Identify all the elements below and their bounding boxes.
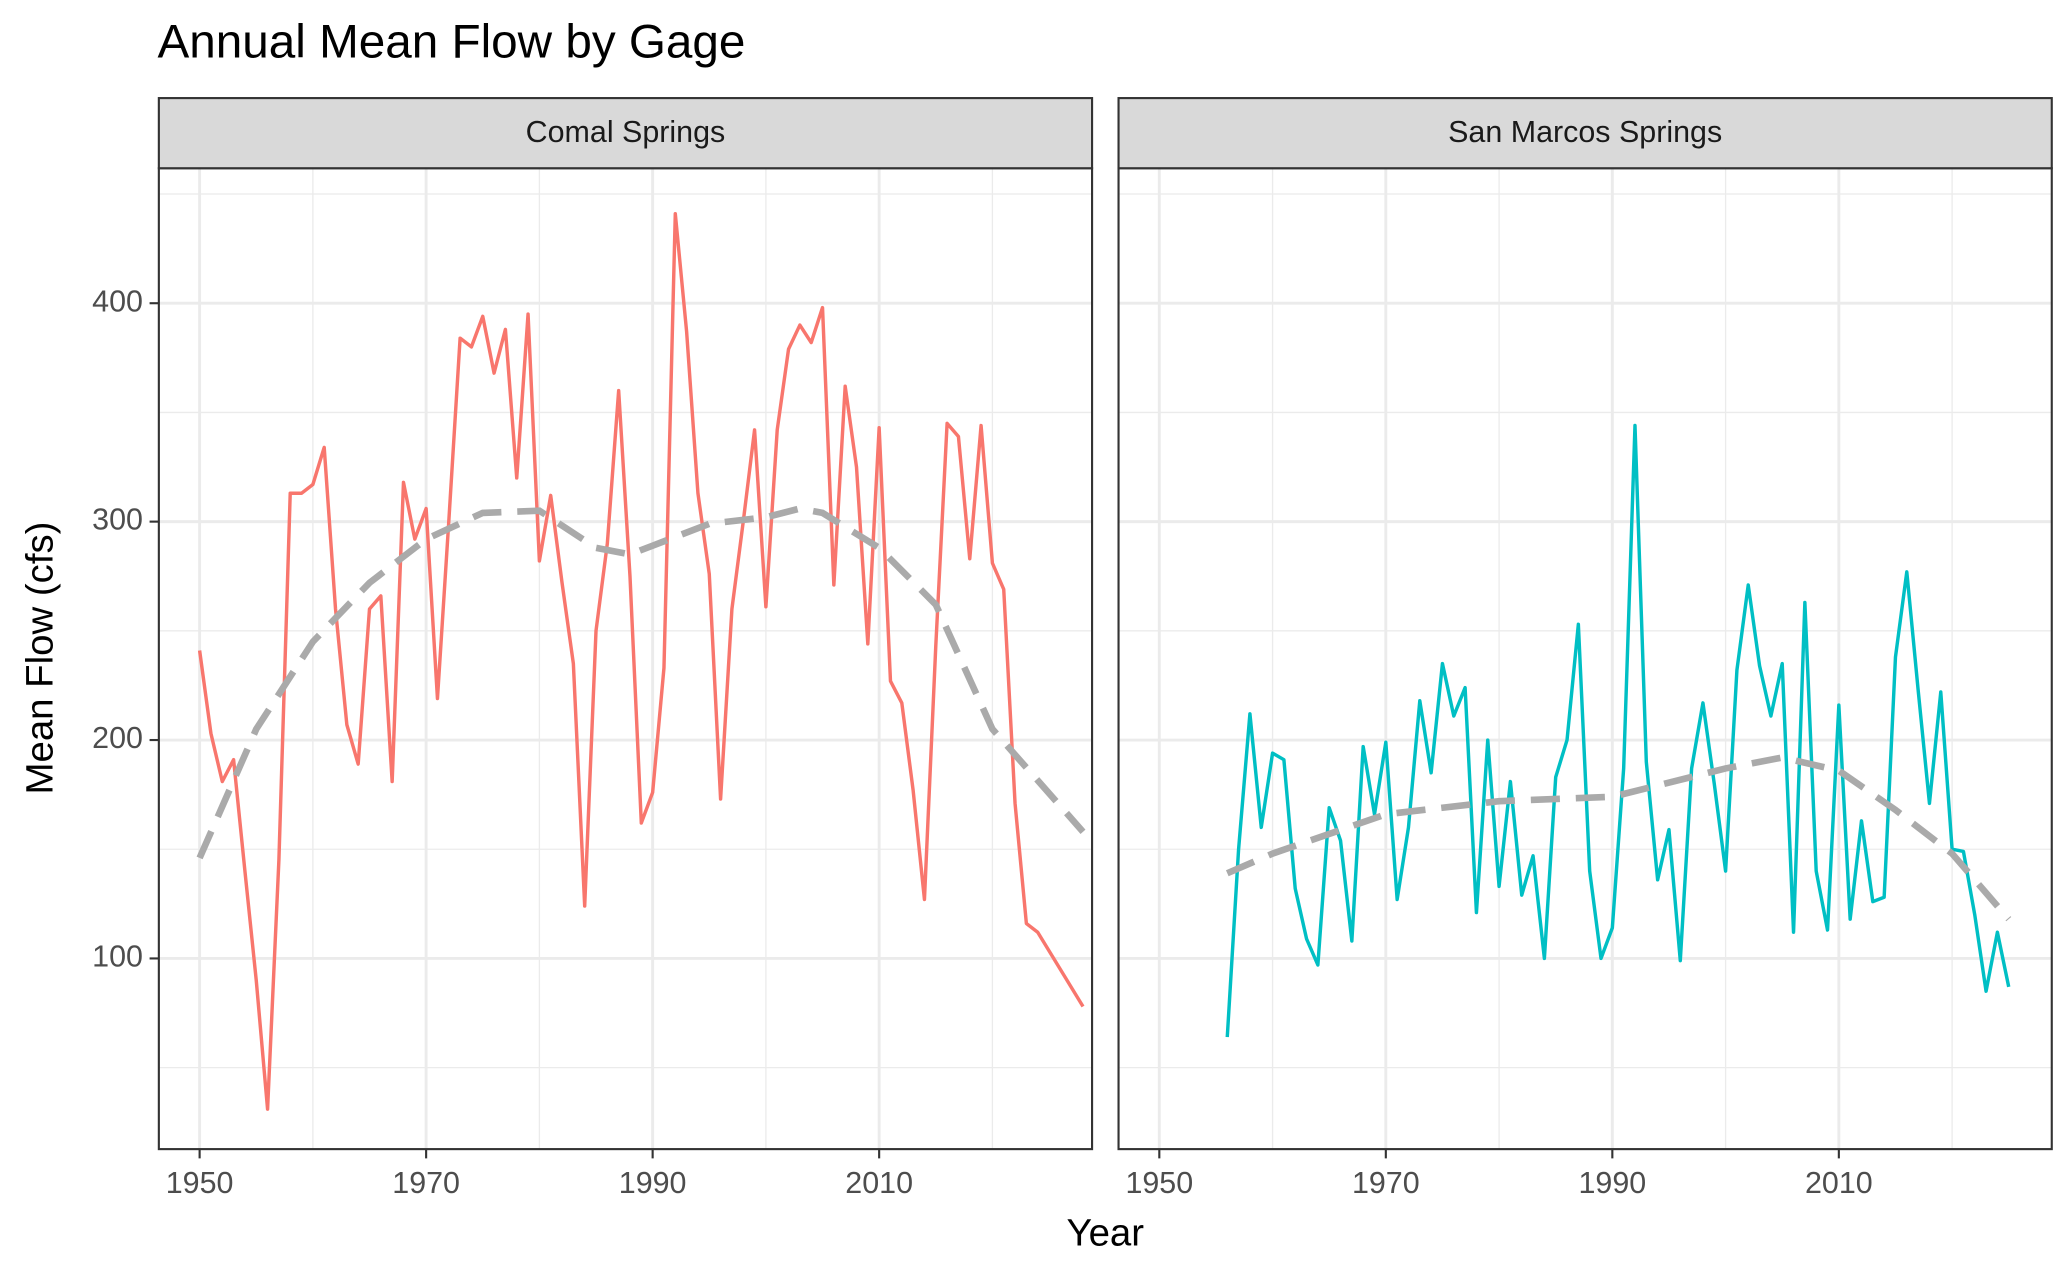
x-tick-label: 1970 xyxy=(1352,1166,1420,1200)
data-line xyxy=(197,211,1085,1111)
chart-title: Annual Mean Flow by Gage xyxy=(158,16,746,69)
panel-background xyxy=(158,168,1093,1150)
y-tick-label: 300 xyxy=(92,503,143,537)
strip-label: San Marcos Springs xyxy=(1448,115,1722,149)
y-tick-label: 400 xyxy=(92,284,143,318)
x-tick-label: 2010 xyxy=(845,1166,913,1200)
strip-background xyxy=(1117,97,2053,170)
trend-line xyxy=(1225,754,2012,922)
x-tick-label: 1990 xyxy=(619,1166,687,1200)
y-axis-title: Mean Flow (cfs) xyxy=(18,522,61,795)
strip-background xyxy=(157,97,1094,170)
x-axis-title: Year xyxy=(1067,1211,1145,1254)
data-line xyxy=(1225,423,2011,1038)
x-tick-label: 1990 xyxy=(1578,1166,1646,1200)
y-tick-label: 100 xyxy=(92,939,143,973)
strip-label: Comal Springs xyxy=(526,115,726,149)
x-tick-label: 1970 xyxy=(392,1166,460,1200)
trend-line xyxy=(196,505,1086,860)
y-tick-label: 200 xyxy=(92,721,143,755)
x-tick-label: 1950 xyxy=(166,1166,234,1200)
x-tick-label: 2010 xyxy=(1805,1166,1873,1200)
panel-background xyxy=(1118,168,2052,1150)
x-tick-label: 1950 xyxy=(1125,1166,1193,1200)
